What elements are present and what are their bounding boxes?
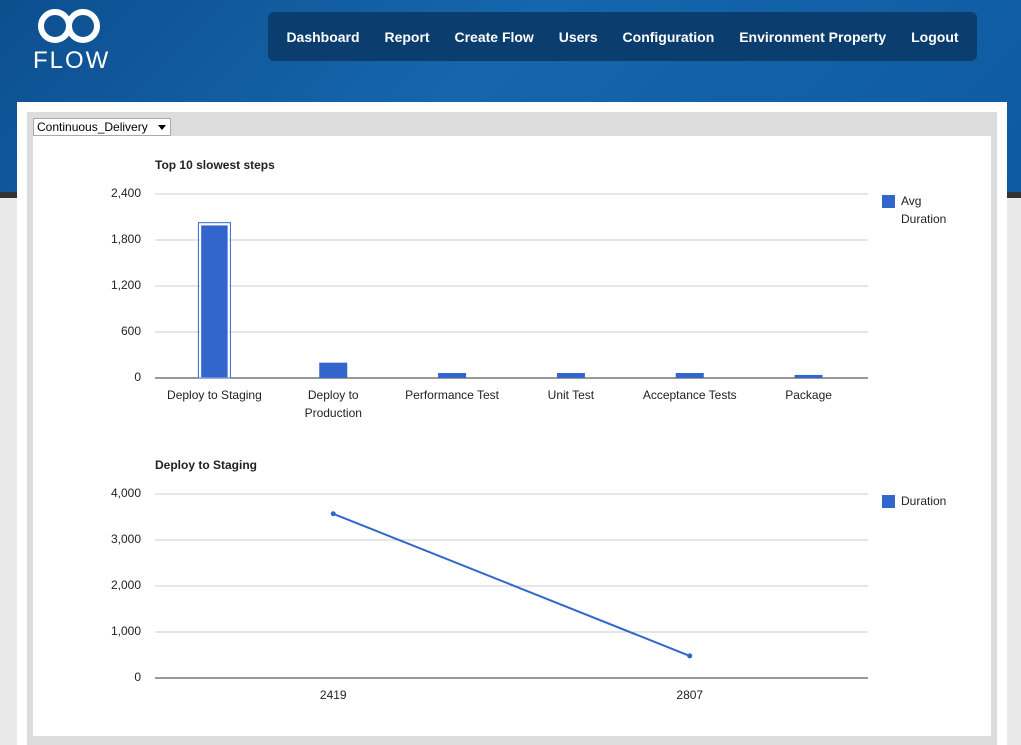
nav-item[interactable]: Create Flow bbox=[454, 28, 534, 45]
legend-swatch bbox=[882, 195, 895, 208]
x-tick-label: Package bbox=[785, 388, 832, 402]
x-tick-label: Deploy to Staging bbox=[167, 388, 262, 402]
legend-label: Duration bbox=[901, 494, 947, 508]
bar bbox=[319, 362, 348, 378]
bar bbox=[794, 374, 823, 378]
y-tick-label: 0 bbox=[134, 670, 141, 684]
x-tick-label: 2807 bbox=[676, 688, 704, 702]
x-tick-label: Deploy to Production bbox=[304, 388, 362, 420]
line bbox=[332, 512, 691, 657]
y-tick-label: 3,000 bbox=[111, 532, 141, 546]
flow-select[interactable]: Continuous_Delivery bbox=[33, 118, 171, 136]
content bbox=[33, 136, 991, 736]
nav-item[interactable]: Report bbox=[384, 28, 430, 45]
legend-label: Avg Duration bbox=[901, 194, 947, 226]
y-tick-label: 2,400 bbox=[111, 186, 141, 200]
bar bbox=[675, 373, 704, 378]
nav-item[interactable]: Configuration bbox=[622, 28, 715, 45]
y-tick-label: 2,000 bbox=[111, 578, 141, 592]
x-tick-label: Performance Test bbox=[405, 388, 499, 402]
bar bbox=[199, 223, 230, 379]
y-tick-label: 4,000 bbox=[111, 486, 141, 500]
chart-title: Deploy to Staging bbox=[155, 458, 257, 472]
nav-item[interactable]: Users bbox=[558, 28, 598, 45]
point bbox=[687, 653, 693, 659]
legend-swatch bbox=[882, 495, 895, 508]
logo-text: FLOW bbox=[33, 47, 111, 74]
bar bbox=[438, 373, 467, 378]
y-tick-label: 0 bbox=[134, 370, 141, 384]
y-tick-label: 1,800 bbox=[111, 232, 141, 246]
chart-title: Top 10 slowest steps bbox=[155, 158, 275, 172]
logo-icon bbox=[38, 9, 100, 43]
nav-bar: Dashboard Report Create Flow Users Configura… bbox=[268, 12, 977, 61]
x-tick-label: Unit Test bbox=[547, 388, 595, 402]
nav-item[interactable]: Dashboard bbox=[286, 28, 360, 45]
x-tick-label: Acceptance Tests bbox=[642, 388, 737, 402]
y-tick-label: 1,000 bbox=[111, 624, 141, 638]
point bbox=[330, 511, 336, 517]
bar-highlight bbox=[197, 222, 231, 379]
bar bbox=[556, 373, 585, 378]
x-tick-label: 2419 bbox=[319, 688, 347, 702]
y-tick-label: 600 bbox=[121, 324, 141, 338]
y-tick-label: 1,200 bbox=[111, 278, 141, 292]
select-arrow bbox=[158, 125, 166, 130]
select-value: Continuous_Delivery bbox=[37, 120, 148, 134]
nav-item[interactable]: Environment Property bbox=[739, 28, 887, 45]
nav-item[interactable]: Logout bbox=[911, 28, 959, 45]
